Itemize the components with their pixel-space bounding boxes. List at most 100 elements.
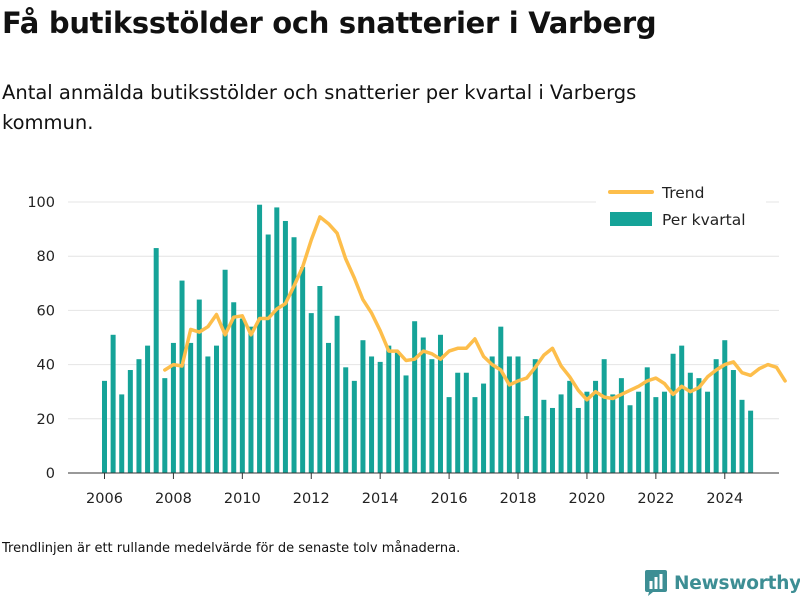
- bar: [748, 410, 754, 473]
- bar: [162, 378, 168, 473]
- legend-bar-swatch: [610, 212, 652, 226]
- bar: [231, 302, 237, 473]
- bar: [472, 397, 478, 473]
- brand-logo[interactable]: Newsworthy: [644, 568, 800, 598]
- bar: [558, 394, 564, 473]
- bar: [351, 380, 357, 473]
- bar: [274, 207, 280, 474]
- bar: [618, 378, 624, 473]
- bar: [369, 356, 375, 473]
- bar: [188, 342, 194, 473]
- bar: [661, 391, 667, 473]
- bar: [679, 345, 685, 473]
- bar: [730, 370, 736, 473]
- x-tick-label: 2022: [637, 491, 674, 507]
- bar: [291, 237, 297, 473]
- bar: [446, 397, 452, 473]
- x-tick-label: 2014: [362, 491, 399, 507]
- bar: [282, 220, 288, 473]
- bar: [317, 286, 323, 473]
- bar: [334, 315, 340, 473]
- bar: [265, 234, 271, 473]
- bar: [300, 267, 306, 473]
- bar: [420, 337, 426, 473]
- bar: [575, 407, 581, 473]
- bar: [498, 326, 504, 473]
- bar: [636, 391, 642, 473]
- bar: [119, 394, 125, 473]
- x-tick-label: 2024: [706, 491, 743, 507]
- bar: [601, 359, 607, 473]
- bar: [489, 356, 495, 473]
- legend-trend-label: Trend: [661, 184, 704, 202]
- bar: [549, 407, 555, 473]
- axes: 0 20 40 60 80 100 2006 2008 2010 2012 2014 2016 2018…: [27, 195, 779, 507]
- bar: [386, 345, 392, 473]
- bar: [722, 340, 728, 473]
- bar: [248, 326, 254, 473]
- x-tick-label: 2016: [431, 491, 468, 507]
- brand-name: Newsworthy: [674, 572, 800, 594]
- bar: [429, 359, 435, 473]
- bar: [403, 375, 409, 473]
- bar: [153, 248, 159, 473]
- bar: [360, 340, 366, 473]
- bar-series: [102, 204, 754, 474]
- bar: [213, 345, 219, 473]
- bar: [541, 399, 547, 473]
- bar: [394, 351, 400, 473]
- chart-area: 0 20 40 60 80 100 2006 2008 2010 2012 2014 2016 2018…: [27, 178, 787, 507]
- bar: [670, 353, 676, 473]
- bar: [515, 356, 521, 473]
- x-tick-label: 2018: [500, 491, 537, 507]
- bar: [463, 372, 469, 473]
- x-tick-label: 2012: [293, 491, 330, 507]
- bar: [127, 370, 133, 473]
- bar: [696, 378, 702, 473]
- bar: [627, 405, 633, 473]
- bar: [687, 372, 693, 473]
- trend-series: [163, 215, 787, 402]
- legend: Trend Per kvartal: [596, 178, 766, 238]
- bar: [713, 359, 719, 473]
- bar: [343, 367, 349, 473]
- bar: [567, 380, 573, 473]
- trend-line: [163, 215, 787, 402]
- y-tick-label: 60: [37, 303, 55, 319]
- bar: [610, 394, 616, 473]
- y-tick-label: 20: [37, 412, 55, 428]
- legend-background: [596, 178, 766, 238]
- y-tick-label: 0: [46, 466, 55, 482]
- y-tick-label: 40: [37, 358, 55, 374]
- bar: [705, 391, 711, 473]
- bar: [136, 359, 142, 473]
- bar: [145, 345, 151, 473]
- bar: [644, 367, 650, 473]
- bar: [222, 269, 228, 473]
- bar: [593, 380, 599, 473]
- bar: [102, 380, 107, 473]
- bar: [205, 356, 211, 473]
- bar: [257, 204, 263, 473]
- x-tick-label: 2006: [86, 491, 123, 507]
- newsworthy-logo-icon: [645, 570, 667, 596]
- chart-title: Få butiksstölder och snatterier i Varber…: [2, 6, 657, 40]
- bar: [239, 318, 245, 473]
- bar: [653, 397, 659, 473]
- footnote: Trendlinjen är ett rullande medelvärde f…: [2, 541, 461, 556]
- bar: [739, 399, 745, 473]
- bar: [524, 416, 530, 473]
- bar: [455, 372, 461, 473]
- x-tick-label: 2008: [155, 491, 192, 507]
- chart-subtitle: Antal anmälda butiksstölder och snatteri…: [2, 81, 637, 134]
- bar: [325, 342, 331, 473]
- bar: [437, 334, 443, 473]
- bar: [170, 342, 176, 473]
- bar: [308, 313, 314, 473]
- x-tick-label: 2020: [568, 491, 605, 507]
- bar: [506, 356, 512, 473]
- bar: [532, 359, 538, 473]
- bar: [179, 280, 185, 473]
- bar: [481, 383, 487, 473]
- x-tick-label: 2010: [224, 491, 261, 507]
